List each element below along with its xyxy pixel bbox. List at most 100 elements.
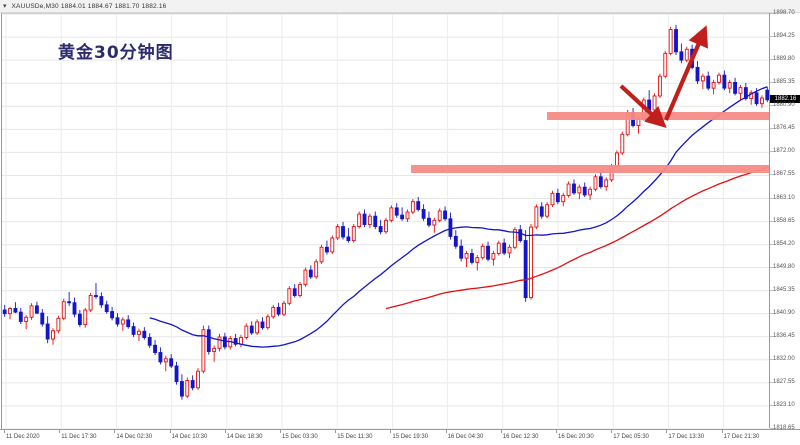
candle-body bbox=[24, 316, 29, 322]
time-tick-label: 16 Dec 04:30 bbox=[447, 434, 484, 440]
price-chart-plot[interactable]: 黄金30分钟图 bbox=[1, 13, 770, 429]
price-tick-label: 1854.20 bbox=[773, 240, 795, 247]
candle-body bbox=[405, 211, 410, 220]
price-tick-mark bbox=[770, 220, 774, 222]
candle-body bbox=[663, 52, 668, 77]
candle-body bbox=[67, 301, 72, 304]
candle-body bbox=[367, 215, 372, 225]
price-tick-mark bbox=[770, 243, 774, 245]
candle-body bbox=[335, 226, 340, 239]
candle-body bbox=[131, 326, 136, 335]
candle-body bbox=[308, 269, 313, 278]
candle-body bbox=[647, 99, 652, 111]
price-tick-label: 1867.55 bbox=[773, 171, 795, 178]
candle-body bbox=[550, 192, 555, 206]
candle-body bbox=[679, 51, 684, 61]
candle-body bbox=[120, 319, 125, 325]
time-tick-label: 11 Dec 17:30 bbox=[61, 434, 97, 440]
candle-body bbox=[512, 229, 517, 248]
candle-body bbox=[373, 215, 378, 228]
candle-body bbox=[604, 179, 609, 188]
price-tick-label: 1836.45 bbox=[773, 332, 795, 339]
candle-body bbox=[142, 330, 147, 338]
candle-body bbox=[416, 201, 421, 210]
candle-body bbox=[314, 261, 319, 278]
candle-body bbox=[99, 296, 104, 306]
time-tick-label: 14 Dec 02:30 bbox=[116, 434, 153, 440]
price-tick-mark bbox=[770, 266, 774, 268]
candle-body bbox=[754, 92, 759, 105]
price-axis[interactable]: 1882.16 1898.70 1894.25 1889.80 1885.35 1880… bbox=[769, 10, 800, 431]
candle-body bbox=[126, 319, 131, 328]
candle-body bbox=[13, 308, 18, 313]
price-tick-mark bbox=[770, 335, 774, 337]
time-tick-mark bbox=[390, 430, 392, 433]
candle-body bbox=[104, 304, 109, 313]
price-tick-label: 1872.00 bbox=[773, 148, 795, 155]
candle-body bbox=[496, 242, 501, 254]
candle-body bbox=[29, 305, 34, 318]
candle-body bbox=[561, 194, 566, 203]
candle-body bbox=[330, 237, 335, 253]
time-tick-label: 15 Dec 11:30 bbox=[337, 434, 373, 440]
candle-body bbox=[722, 74, 727, 89]
time-tick-mark bbox=[335, 430, 337, 433]
candle-body bbox=[437, 210, 442, 221]
support-zone bbox=[411, 165, 770, 173]
candle-body bbox=[298, 284, 302, 296]
price-tick-label: 1885.35 bbox=[773, 79, 795, 86]
time-axis[interactable]: 11 Dec 2020 11 Dec 17:30 14 Dec 02:30 14 De… bbox=[0, 429, 800, 445]
candle-body bbox=[486, 245, 490, 260]
price-tick-mark bbox=[770, 358, 774, 360]
time-tick-mark bbox=[666, 430, 668, 433]
price-tick-mark bbox=[770, 428, 774, 429]
time-tick-mark bbox=[556, 430, 557, 433]
caret-down-icon[interactable]: ▾ bbox=[3, 2, 7, 10]
time-tick-mark bbox=[114, 430, 116, 433]
candle-body bbox=[491, 253, 496, 260]
time-tick-mark bbox=[280, 430, 281, 433]
candle-body bbox=[217, 336, 222, 349]
candle-body bbox=[749, 92, 754, 99]
candle-body bbox=[45, 323, 50, 340]
price-tick-label: 1858.65 bbox=[773, 217, 795, 224]
candle-body bbox=[394, 207, 399, 216]
chart-title-annotation: 黄金30分钟图 bbox=[58, 43, 174, 63]
time-tick-mark bbox=[500, 430, 502, 433]
candle-body bbox=[448, 218, 453, 237]
candle-body bbox=[61, 301, 66, 319]
candle-body bbox=[153, 344, 157, 353]
candle-body bbox=[690, 48, 695, 68]
candle-body bbox=[464, 253, 469, 259]
price-tick-mark bbox=[770, 381, 774, 383]
price-tick-mark bbox=[770, 174, 774, 176]
symbol-info-bar: ▾ XAUUSDe,M30 1884.01 1884.67 1881.70 18… bbox=[0, 0, 800, 13]
candle-body bbox=[351, 226, 356, 242]
candle-body bbox=[518, 229, 523, 242]
candle-body bbox=[706, 75, 711, 89]
candle-body bbox=[545, 204, 550, 217]
candle-body bbox=[470, 253, 474, 263]
candle-body bbox=[282, 302, 286, 315]
candle-body bbox=[459, 245, 464, 259]
candle-body bbox=[432, 219, 437, 226]
candle-body bbox=[582, 186, 587, 196]
candle-body bbox=[324, 246, 329, 253]
candle-body bbox=[384, 219, 388, 233]
candle-body bbox=[233, 338, 238, 345]
candle-body bbox=[453, 235, 458, 247]
candle-body bbox=[212, 347, 217, 352]
price-tick-label: 1894.25 bbox=[773, 33, 795, 40]
candle-body bbox=[727, 81, 732, 89]
candle-body bbox=[566, 183, 571, 196]
candle-body bbox=[287, 288, 292, 304]
time-tick-label: 17 Dec 13:30 bbox=[668, 434, 705, 440]
candle-body bbox=[169, 358, 174, 367]
candle-body bbox=[357, 213, 362, 228]
candle-body bbox=[341, 226, 345, 238]
candle-body bbox=[539, 206, 544, 217]
candle-body bbox=[196, 370, 200, 389]
candle-body bbox=[303, 269, 308, 286]
candle-body bbox=[260, 321, 265, 329]
candle-body bbox=[502, 242, 507, 254]
